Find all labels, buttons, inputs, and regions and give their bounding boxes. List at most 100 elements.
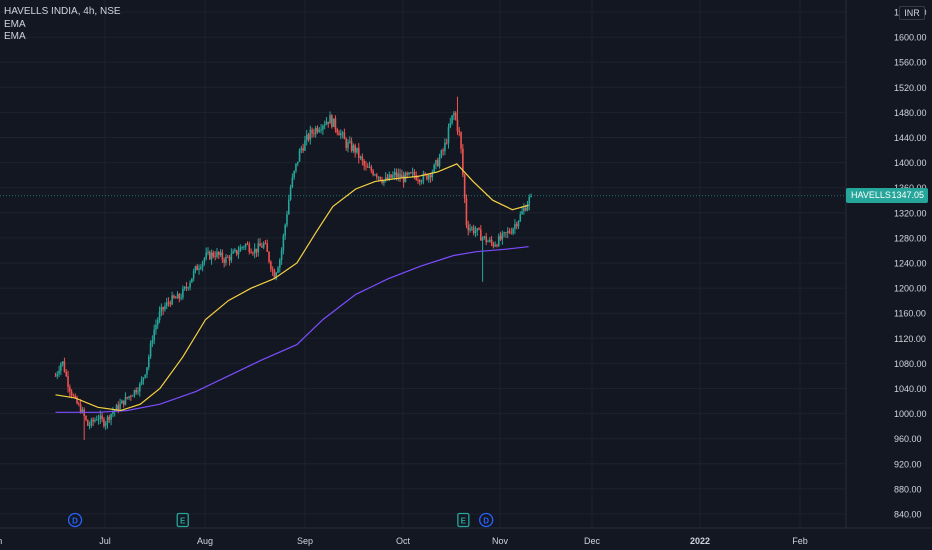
candle-body — [377, 176, 380, 178]
candle-body — [268, 251, 270, 262]
currency-badge[interactable]: INR — [899, 6, 925, 20]
candle-body — [431, 171, 434, 178]
candle-body — [357, 147, 360, 158]
event-marker-letter: D — [483, 517, 489, 526]
candle-body — [90, 419, 93, 426]
time-axis[interactable]: Jun Jul Aug Sep Oct Nov Dec 2022 Feb — [0, 536, 808, 546]
price-tick-label: 920.00 — [894, 459, 922, 469]
price-tick-label: 1080.00 — [894, 359, 927, 369]
candle-body — [488, 239, 491, 242]
candles — [54, 96, 532, 440]
ema-slow-line — [55, 246, 529, 413]
price-tick-label: 1280.00 — [894, 233, 927, 243]
candle-body — [356, 147, 358, 153]
candle-body — [462, 148, 464, 175]
candle-body — [348, 141, 351, 143]
candle-body — [469, 228, 471, 231]
candle-body — [78, 403, 80, 405]
candle-body — [497, 235, 500, 246]
candle-body — [512, 228, 514, 234]
symbol-title: HAVELLS INDIA, 4h, NSE — [4, 6, 121, 17]
candle-body — [458, 131, 461, 133]
candle-body — [514, 224, 516, 229]
candle-body — [515, 224, 518, 227]
grid-lines — [0, 0, 846, 528]
candle-body — [210, 252, 213, 260]
candle-body — [92, 419, 94, 422]
candle-body — [250, 251, 252, 253]
price-tick-label: 880.00 — [894, 484, 922, 494]
candle-body — [494, 244, 496, 247]
candle-body — [481, 237, 484, 241]
candle-body — [58, 370, 60, 374]
candle-body — [352, 145, 355, 151]
candle-body — [451, 115, 453, 124]
candle-body — [381, 180, 383, 183]
indicator-ema-fast-label[interactable]: EMA — [4, 19, 26, 30]
candle-body — [361, 156, 364, 161]
price-tick-label: 1000.00 — [894, 409, 927, 419]
candle-body — [309, 129, 312, 140]
candle-body — [131, 395, 134, 397]
candle-body — [478, 228, 480, 230]
candle-body — [119, 403, 121, 410]
candle-body — [397, 173, 400, 178]
candle-body — [519, 214, 522, 222]
candle-body — [492, 243, 495, 247]
candle-body — [117, 405, 120, 410]
price-tick-label: 1520.00 — [894, 83, 927, 93]
candle-body — [422, 173, 425, 182]
candle-body — [401, 175, 403, 178]
candle-body — [372, 171, 374, 175]
candle-body — [223, 259, 225, 263]
candle-body — [417, 179, 419, 181]
candle-body — [454, 112, 457, 120]
indicator-ema-slow-label[interactable]: EMA — [4, 31, 26, 42]
candle-body — [517, 221, 520, 227]
candle-body — [266, 243, 269, 252]
candle-body — [528, 196, 531, 205]
candle-body — [510, 232, 513, 234]
candle-body — [284, 224, 286, 236]
candle-body — [253, 248, 256, 254]
candle-body — [487, 241, 489, 243]
candle-body — [490, 239, 493, 244]
candle-body — [345, 139, 348, 148]
candle-body — [183, 287, 186, 289]
candle-body — [174, 297, 177, 299]
candle-body — [209, 251, 211, 260]
candle-body — [228, 257, 231, 261]
candle-body — [104, 423, 107, 427]
candle-body — [363, 160, 365, 166]
candle-body — [465, 198, 468, 226]
candle-body — [191, 278, 193, 283]
candle-body — [201, 261, 204, 268]
candle-body — [388, 174, 391, 180]
candle-body — [244, 244, 247, 247]
dividend-marker-icon — [479, 512, 494, 528]
candle-body — [203, 258, 206, 262]
candle-body — [196, 266, 199, 270]
candle-body — [496, 244, 498, 246]
ema-fast-line — [55, 163, 529, 412]
price-tick-label: 960.00 — [894, 434, 922, 444]
candle-body — [474, 231, 477, 234]
candle-body — [151, 340, 154, 344]
candle-body — [167, 302, 170, 303]
candle-body — [435, 160, 437, 165]
dividend-marker-icon — [67, 512, 83, 528]
price-tick-label: 1480.00 — [894, 108, 927, 118]
candle-body — [505, 232, 507, 234]
candle-body — [390, 174, 392, 178]
price-tick-label: 1160.00 — [894, 309, 926, 319]
candle-body — [79, 404, 82, 413]
candle-body — [226, 257, 229, 258]
price-tick-label: 1200.00 — [894, 284, 927, 294]
candle-body — [86, 419, 89, 426]
candle-body — [101, 415, 103, 419]
candle-body — [69, 387, 71, 392]
candle-body — [239, 247, 242, 252]
candle-body — [327, 121, 330, 124]
